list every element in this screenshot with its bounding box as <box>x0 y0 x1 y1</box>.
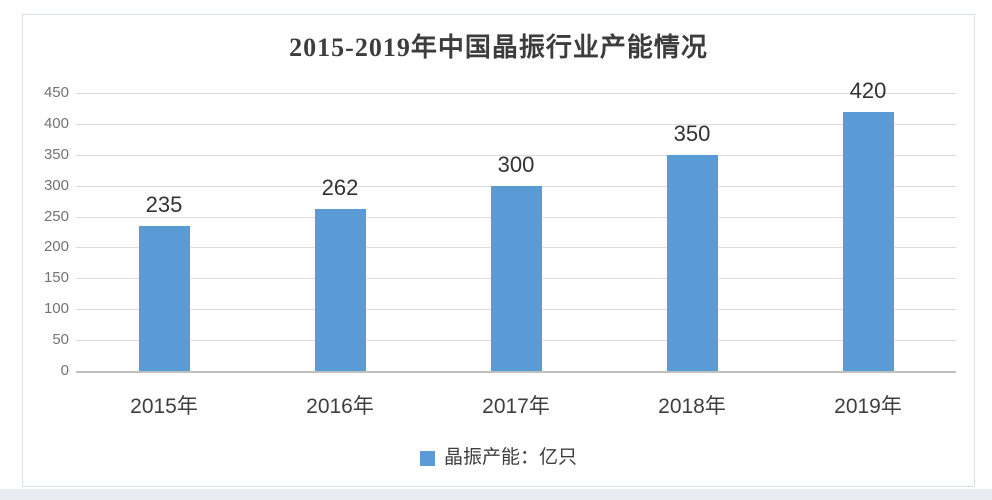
legend: 晶振产能：亿只 <box>23 447 974 469</box>
x-category-label: 2015年 <box>130 395 198 418</box>
x-axis-line <box>76 371 956 373</box>
x-category-label: 2017年 <box>482 395 550 418</box>
legend-marker-icon <box>419 450 435 466</box>
bar <box>490 185 542 371</box>
y-tick-label: 450 <box>43 84 69 101</box>
bar-value-label: 420 <box>849 77 887 103</box>
y-tick-label: 400 <box>43 114 69 132</box>
bar <box>314 209 366 371</box>
y-tick-label: 150 <box>43 269 69 287</box>
gridline <box>76 123 956 125</box>
y-tick-label: 100 <box>43 300 69 318</box>
bar-value-label: 300 <box>497 151 535 177</box>
bar-value-label: 235 <box>145 191 183 217</box>
chart-panel: 2015-2019年中国晶振行业产能情况 0 50 100 150 200 250 300 3… <box>22 14 975 487</box>
bar <box>138 225 190 371</box>
y-tick-label: 200 <box>43 238 69 256</box>
bar <box>666 154 718 371</box>
bottom-strip <box>0 489 992 500</box>
bar <box>842 111 894 371</box>
x-category-label: 2018年 <box>658 395 726 418</box>
x-category-label: 2016年 <box>306 395 374 418</box>
y-tick-label: 50 <box>52 331 69 349</box>
bar-value-label: 350 <box>673 120 711 146</box>
gridline <box>76 93 956 94</box>
legend-label: 晶振产能：亿只 <box>443 447 577 468</box>
x-category-label: 2019年 <box>834 395 902 418</box>
chart-title: 2015-2019年中国晶振行业产能情况 <box>289 33 708 62</box>
y-tick-label: 300 <box>43 176 69 194</box>
y-tick-label: 350 <box>43 145 69 163</box>
bar-value-label: 262 <box>321 175 359 201</box>
plot-area: 0 50 100 150 200 250 300 350 400 450 235 2015年 262 20… <box>23 15 974 486</box>
y-tick-label: 250 <box>43 207 69 225</box>
gridline <box>76 154 956 156</box>
y-tick-label: 0 <box>60 362 69 379</box>
